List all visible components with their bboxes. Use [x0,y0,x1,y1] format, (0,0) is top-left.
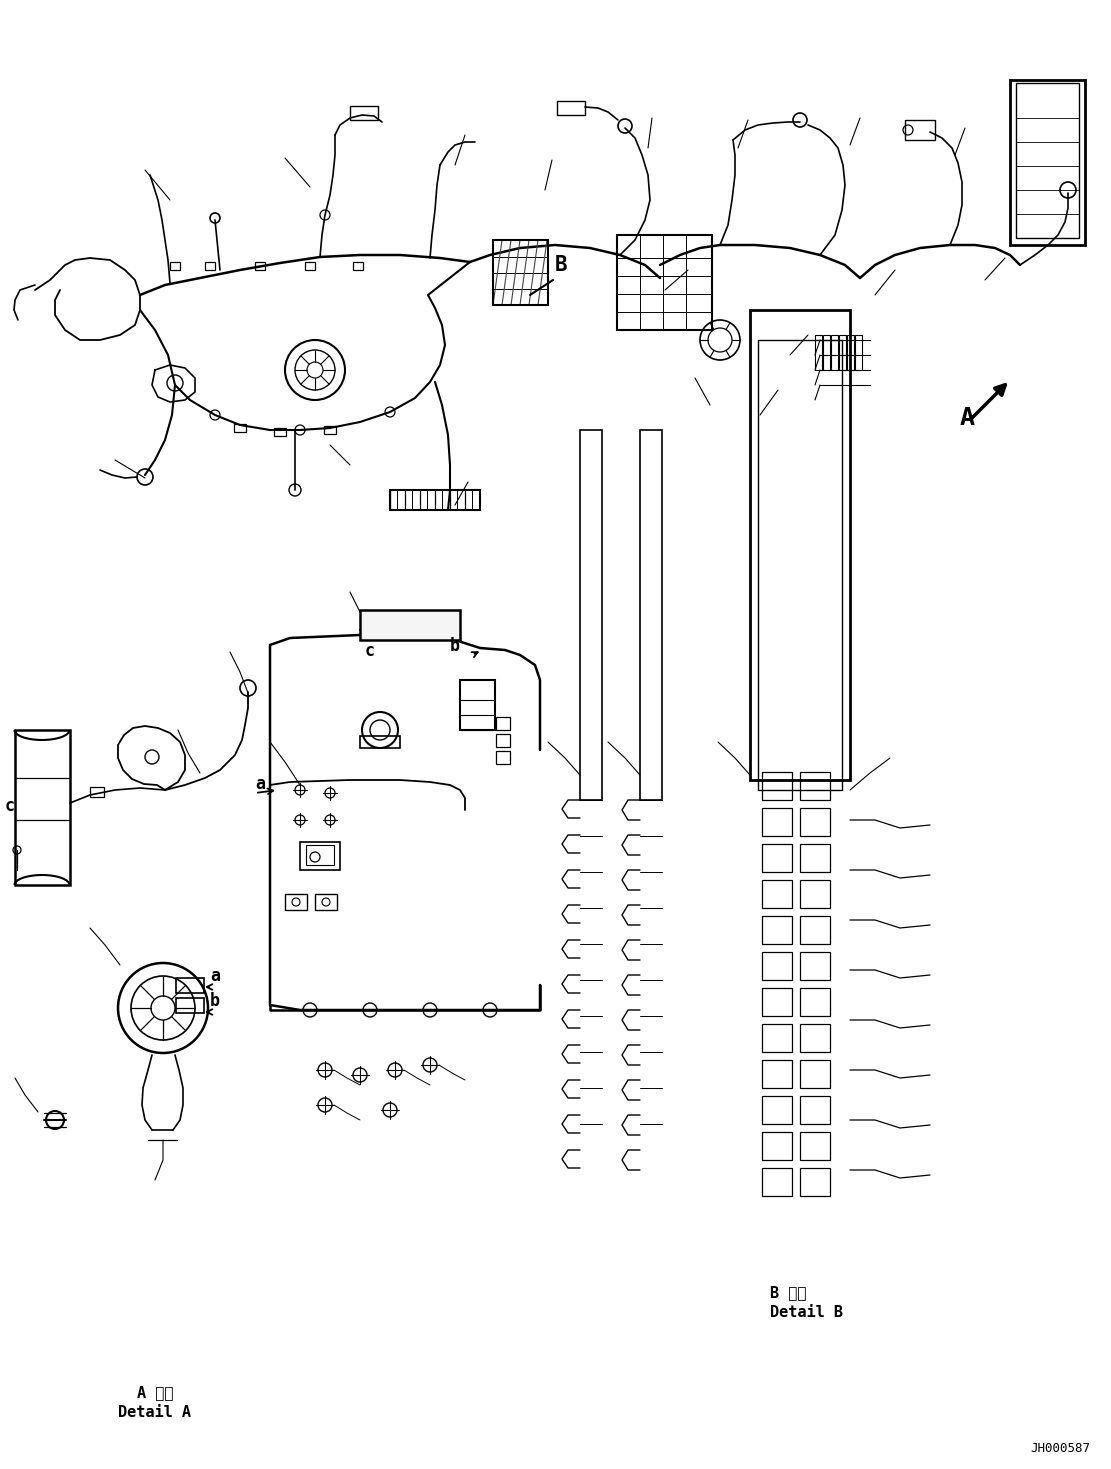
Bar [800,773,830,801]
Bar [823,335,830,370]
Bar [350,106,378,120]
Bar [905,120,935,140]
Bar [1010,79,1085,245]
Bar [762,1168,792,1196]
Bar [460,680,496,730]
Bar [800,917,830,945]
Bar [324,426,336,433]
Text: b: b [450,638,460,655]
Bar [762,917,792,945]
Bar [493,239,548,306]
Bar [170,261,180,270]
Bar [758,339,842,790]
Bar [750,310,850,780]
Bar [800,845,830,873]
Text: b: b [210,992,220,1011]
Bar [360,610,460,640]
Bar [16,730,70,884]
Bar [316,895,337,909]
Text: c: c [6,798,16,815]
Bar [617,235,712,331]
Bar [256,261,266,270]
Bar [847,335,854,370]
Bar [762,1133,792,1161]
Text: Detail A: Detail A [119,1404,191,1421]
Bar [176,978,204,993]
Bar [306,261,316,270]
Bar [855,335,862,370]
Bar [762,1061,792,1089]
Bar [762,808,792,836]
Text: a: a [256,776,266,793]
Bar [762,1096,792,1124]
Bar [762,845,792,873]
Bar [176,997,204,1014]
Bar [390,491,480,510]
Bar [300,842,340,870]
Bar [800,808,830,836]
Bar [580,430,602,801]
Bar [286,895,307,909]
Bar [274,427,286,436]
Bar [839,335,845,370]
Bar [762,1024,792,1052]
Bar [762,880,792,908]
Bar [496,751,510,764]
Bar [800,989,830,1017]
Text: B 詳細: B 詳細 [770,1285,807,1300]
Text: A: A [960,405,975,430]
Bar [234,425,246,432]
Bar [496,734,510,748]
Bar [1015,84,1079,238]
Bar [762,989,792,1017]
Text: B: B [556,256,568,275]
Bar [800,1168,830,1196]
Bar [815,335,822,370]
Text: c: c [366,642,376,660]
Text: JH000587: JH000587 [1030,1443,1090,1454]
Bar [306,845,334,865]
Bar [206,261,216,270]
Bar [800,1061,830,1089]
Bar [800,1024,830,1052]
Bar [800,1133,830,1161]
Bar [800,1096,830,1124]
Bar [800,880,830,908]
Bar [762,773,792,801]
Bar [496,717,510,730]
Bar [557,101,585,115]
Text: a: a [210,967,220,986]
Bar [800,952,830,980]
Text: Detail B: Detail B [770,1304,843,1321]
Bar [353,261,363,270]
Bar [640,430,662,801]
Bar [762,952,792,980]
Bar [831,335,838,370]
Bar [360,736,400,748]
Bar [90,787,104,798]
Text: A 詳細: A 詳細 [137,1385,173,1400]
